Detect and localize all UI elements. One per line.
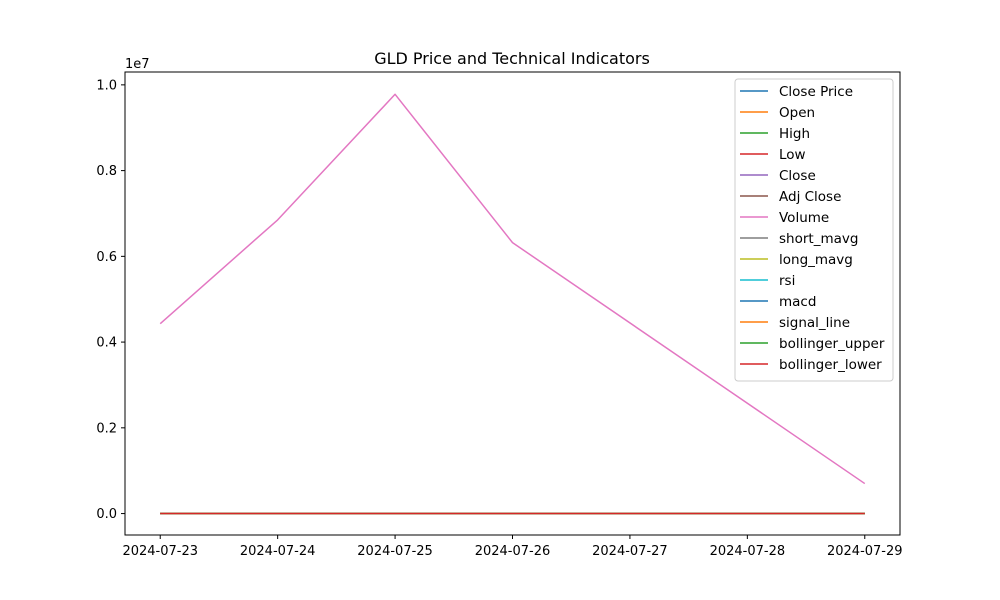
legend-label: bollinger_upper [779,336,885,352]
legend-label: signal_line [779,315,850,331]
legend: Close Price Open High Low Close Adj Close Volu… [734,78,894,382]
legend-label: Close [779,168,816,184]
y-tick-label: 0.4 [96,336,117,351]
legend-label: rsi [779,273,795,289]
y-axis: 0.0 0.2 0.4 0.6 0.8 1.0 [96,78,125,522]
legend-label: Open [779,105,815,121]
chart-title: GLD Price and Technical Indicators [374,49,650,68]
legend-label: Adj Close [779,189,841,205]
x-tick-label: 2024-07-25 [357,544,433,559]
x-axis: 2024-07-23 2024-07-24 2024-07-25 2024-07-26… [122,535,903,559]
x-tick-label: 2024-07-23 [122,544,198,559]
legend-label: macd [779,294,816,310]
series-line-volume [159,93,866,485]
x-tick-label: 2024-07-27 [592,544,668,559]
y-tick-label: 1.0 [96,78,117,93]
legend-label: short_mavg [779,231,858,247]
y-offset-label: 1e7 [125,57,150,72]
legend-box [734,78,894,382]
x-tick-label: 2024-07-24 [240,544,316,559]
x-tick-label: 2024-07-29 [827,544,903,559]
legend-label: Volume [779,210,829,226]
x-tick-label: 2024-07-26 [475,544,551,559]
y-tick-label: 0.0 [96,507,117,522]
y-tick-label: 0.2 [96,421,117,436]
series-layer [159,93,866,515]
x-tick-label: 2024-07-28 [710,544,786,559]
legend-label: long_mavg [779,252,853,268]
legend-label: bollinger_lower [779,357,882,373]
legend-label: High [779,126,810,142]
y-tick-label: 0.6 [96,250,117,265]
legend-label: Low [779,147,806,163]
legend-label: Close Price [779,84,853,100]
y-tick-label: 0.8 [96,164,117,179]
